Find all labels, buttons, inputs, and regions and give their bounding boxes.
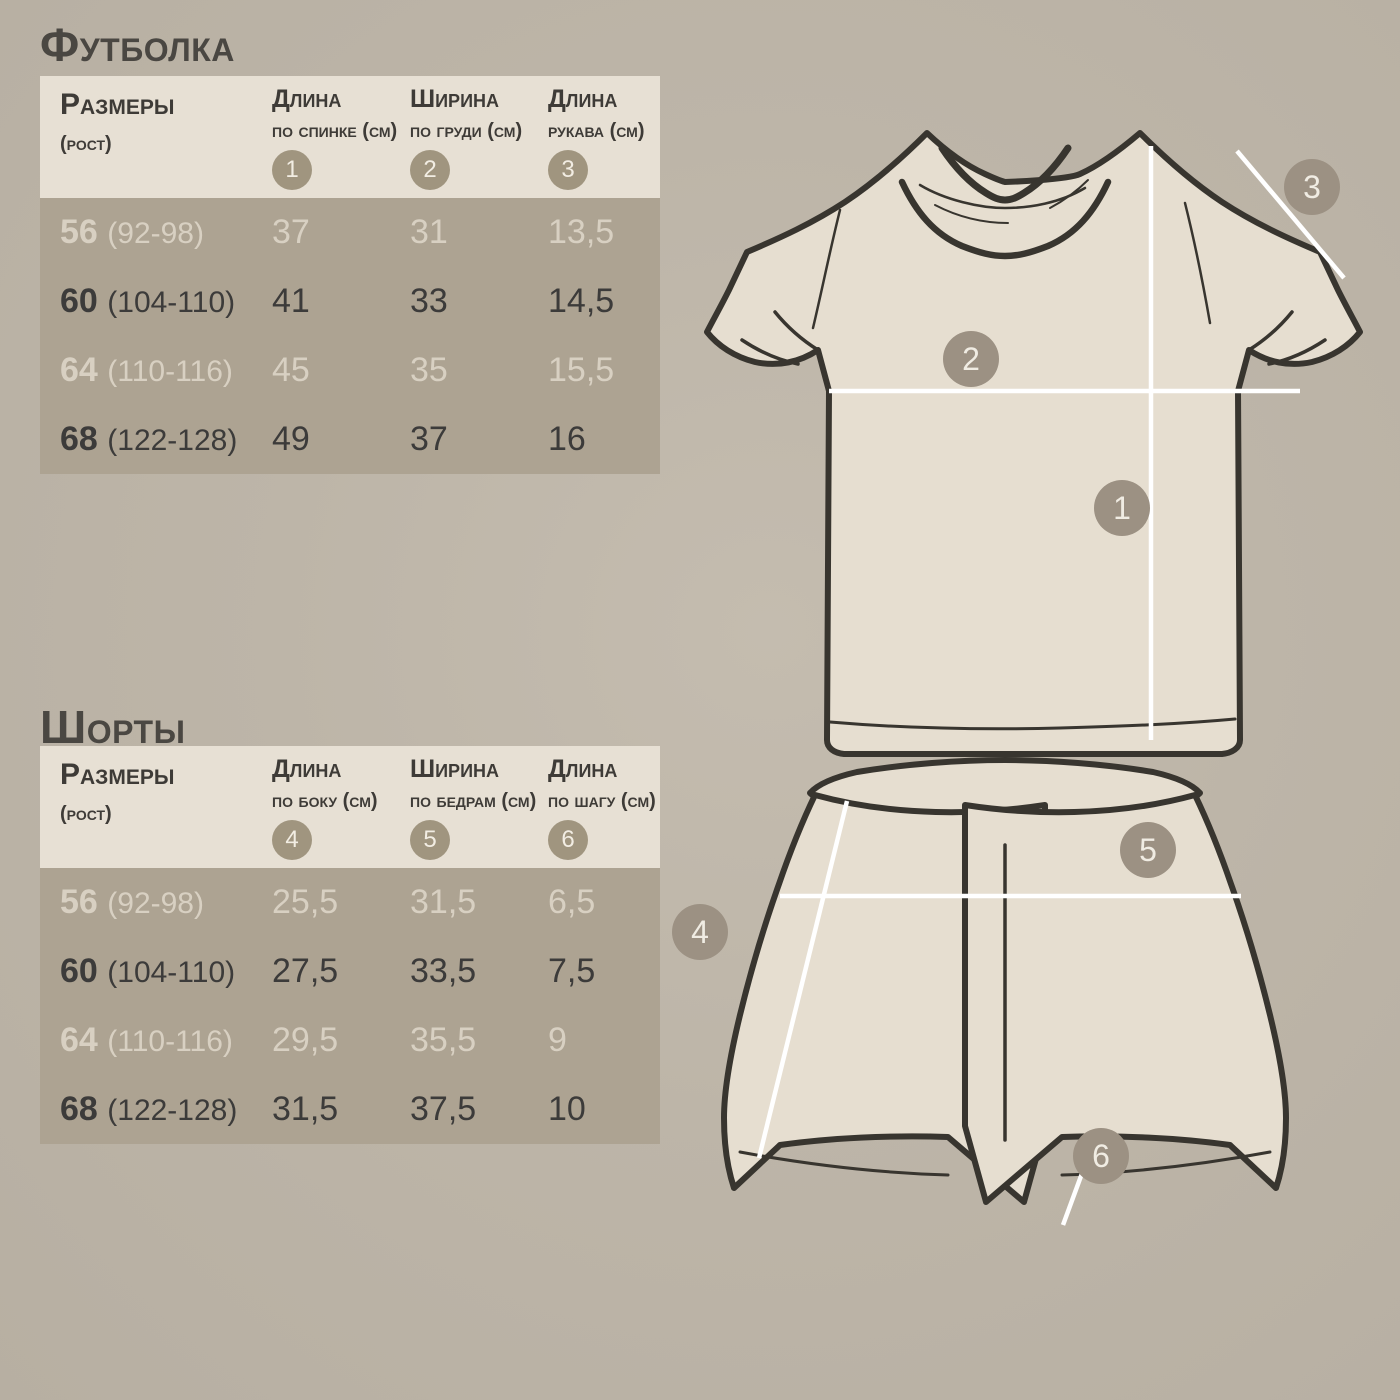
svg-text:3: 3 xyxy=(1303,169,1321,205)
svg-text:6: 6 xyxy=(1092,1138,1110,1174)
svg-text:2: 2 xyxy=(962,341,980,377)
svg-text:5: 5 xyxy=(1139,832,1157,868)
svg-text:4: 4 xyxy=(691,914,709,950)
svg-text:1: 1 xyxy=(1113,490,1131,526)
